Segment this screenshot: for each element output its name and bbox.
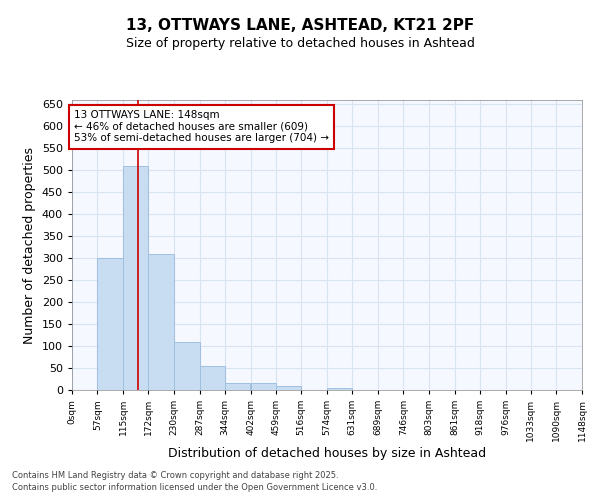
Text: Contains public sector information licensed under the Open Government Licence v3: Contains public sector information licen…: [12, 483, 377, 492]
Bar: [225, 384, 250, 390]
Bar: [276, 386, 301, 390]
Text: 13 OTTWAYS LANE: 148sqm
← 46% of detached houses are smaller (609)
53% of semi-d: 13 OTTWAYS LANE: 148sqm ← 46% of detache…: [74, 110, 329, 144]
Text: Size of property relative to detached houses in Ashtead: Size of property relative to detached ho…: [125, 38, 475, 51]
Bar: [251, 384, 276, 390]
Text: Contains HM Land Registry data © Crown copyright and database right 2025.: Contains HM Land Registry data © Crown c…: [12, 470, 338, 480]
Bar: [123, 166, 148, 390]
Bar: [199, 366, 225, 390]
Bar: [97, 258, 122, 390]
Text: 13, OTTWAYS LANE, ASHTEAD, KT21 2PF: 13, OTTWAYS LANE, ASHTEAD, KT21 2PF: [126, 18, 474, 32]
Bar: [148, 254, 174, 390]
X-axis label: Distribution of detached houses by size in Ashtead: Distribution of detached houses by size …: [168, 446, 486, 460]
Y-axis label: Number of detached properties: Number of detached properties: [23, 146, 36, 344]
Bar: [174, 342, 199, 390]
Bar: [327, 388, 352, 390]
